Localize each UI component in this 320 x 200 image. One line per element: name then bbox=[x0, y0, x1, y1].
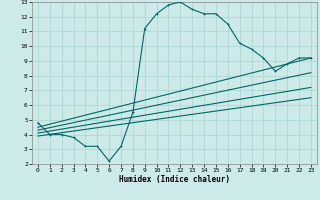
X-axis label: Humidex (Indice chaleur): Humidex (Indice chaleur) bbox=[119, 175, 230, 184]
